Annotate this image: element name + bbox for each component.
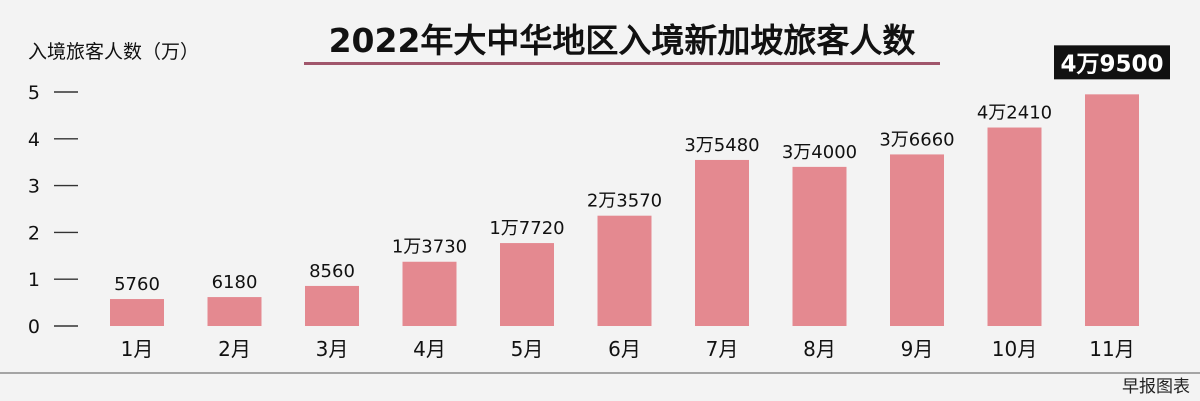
- bar: [890, 154, 944, 326]
- data-label: 5760: [114, 274, 160, 295]
- data-label: 8560: [309, 261, 355, 282]
- highlight-label-background: [1054, 45, 1170, 80]
- source-label: 早报图表: [1122, 377, 1190, 397]
- data-label: 2万3570: [587, 191, 662, 212]
- bar: [597, 215, 652, 326]
- data-label: 3万5480: [684, 135, 759, 156]
- data-label: 4万2410: [977, 103, 1052, 124]
- x-tick-label: 8月: [803, 337, 836, 361]
- bar: [207, 297, 262, 326]
- x-tick-label: 11月: [1089, 337, 1134, 361]
- title-underline: [304, 62, 940, 65]
- y-axis: 0 1 2 3 4 5: [28, 82, 78, 338]
- y-tick-label: 1: [28, 269, 40, 291]
- bar: [305, 285, 359, 326]
- bar: [500, 243, 554, 326]
- data-label: 3万4000: [782, 142, 857, 163]
- bar: [1085, 94, 1139, 326]
- y-tick-label: 4: [28, 129, 40, 151]
- bar: [987, 127, 1042, 326]
- x-tick-label: 7月: [706, 337, 739, 361]
- x-axis: 1月 2月 3月 4月 5月 6月 7月 8月 9月 10月 11月: [121, 337, 1135, 361]
- data-label: 3万6660: [879, 129, 954, 150]
- y-tick-label: 5: [28, 82, 40, 104]
- bar: [402, 261, 457, 326]
- x-tick-label: 4月: [413, 337, 446, 361]
- bar: [792, 166, 847, 326]
- x-tick-label: 5月: [511, 337, 544, 361]
- y-axis-label: 入境旅客人数（万）: [28, 41, 199, 63]
- bar: [695, 159, 749, 326]
- y-tick-label: 3: [28, 176, 40, 198]
- data-label: 6180: [212, 272, 258, 293]
- y-tick-label: 2: [28, 222, 40, 244]
- bars: 5760 6180 8560 1万3730 1万7720 2万3570 3万5480 3万40…: [110, 45, 1170, 326]
- bar: [110, 299, 164, 326]
- x-tick-label: 6月: [608, 337, 641, 361]
- data-label: 1万7720: [489, 218, 564, 239]
- x-tick-label: 9月: [901, 337, 934, 361]
- data-label: 1万3730: [392, 237, 467, 258]
- data-label: 4万9500: [1060, 51, 1163, 77]
- x-tick-label: 10月: [992, 337, 1037, 361]
- x-tick-label: 2月: [218, 337, 251, 361]
- y-tick-label: 0: [28, 316, 40, 338]
- x-tick-label: 1月: [121, 337, 154, 361]
- x-tick-label: 3月: [316, 337, 349, 361]
- chart-title: 2022年大中华地区入境新加坡旅客人数: [329, 21, 917, 60]
